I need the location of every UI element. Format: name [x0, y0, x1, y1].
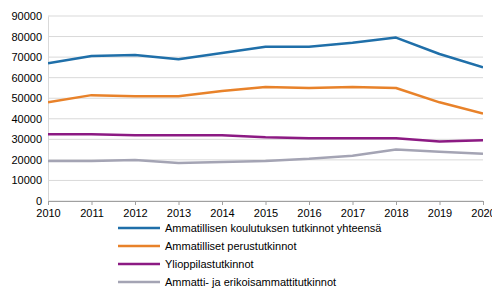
x-tick-mark — [483, 201, 484, 205]
y-tick: 50000 — [11, 92, 48, 104]
grid — [48, 16, 483, 201]
grid-line — [48, 77, 483, 78]
y-tick: 70000 — [11, 51, 48, 63]
y-tick: 80000 — [11, 31, 48, 43]
x-tick-label: 2014 — [210, 207, 234, 219]
x-tick: 2018 — [384, 201, 408, 219]
y-tick-label: 80000 — [11, 31, 42, 43]
x-tick: 2019 — [428, 201, 452, 219]
x-tick-mark — [179, 201, 180, 205]
y-tick-label: 70000 — [11, 51, 42, 63]
x-tick-label: 2019 — [428, 207, 452, 219]
grid-line — [48, 16, 483, 17]
x-tick-mark — [135, 201, 136, 205]
y-tick-label: 50000 — [11, 92, 42, 104]
x-tick-label: 2018 — [384, 207, 408, 219]
x-tick-mark — [396, 201, 397, 205]
x-tick-mark — [266, 201, 267, 205]
x-tick: 2015 — [254, 201, 278, 219]
series-line — [48, 87, 483, 114]
legend-swatch — [118, 281, 160, 284]
x-tick-label: 2010 — [36, 207, 60, 219]
y-tick: 10000 — [11, 174, 48, 186]
x-tick-mark — [353, 201, 354, 205]
legend-swatch — [118, 263, 160, 266]
y-axis: 0 10000 20000 30000 40000 50000 60000 70000 8000… — [11, 10, 48, 207]
x-tick-label: 2020 — [471, 207, 492, 219]
x-tick-label: 2017 — [341, 207, 365, 219]
y-tick-label: 90000 — [11, 10, 42, 22]
x-tick-label: 2012 — [123, 207, 147, 219]
chart: 0 10000 20000 30000 40000 50000 60000 70000 8000… — [0, 0, 492, 289]
x-tick: 2017 — [341, 201, 365, 219]
x-tick-mark — [440, 201, 441, 205]
x-tick-label: 2013 — [167, 207, 191, 219]
y-tick: 30000 — [11, 133, 48, 145]
y-tick: 40000 — [11, 113, 48, 125]
x-tick-label: 2011 — [80, 207, 104, 219]
y-tick-label: 60000 — [11, 72, 42, 84]
grid-line — [48, 36, 483, 37]
x-tick: 2013 — [167, 201, 191, 219]
x-tick: 2014 — [210, 201, 234, 219]
y-tick: 60000 — [11, 72, 48, 84]
y-tick: 90000 — [11, 10, 48, 22]
x-tick-mark — [92, 201, 93, 205]
y-tick: 0 — [36, 195, 48, 207]
x-tick: 2016 — [297, 201, 321, 219]
x-tick: 2011 — [80, 201, 104, 219]
x-axis: 2010 2011 2012 2013 2014 2015 2016 2017 2018 2019… — [36, 201, 492, 219]
legend-label: Ammatti- ja erikoisammattitutkinnot — [165, 276, 336, 288]
series-line — [48, 150, 483, 163]
grid-line — [48, 118, 483, 119]
x-tick-mark — [48, 201, 49, 205]
y-tick-label: 40000 — [11, 113, 42, 125]
x-tick-label: 2016 — [297, 207, 321, 219]
y-tick-label: 10000 — [11, 174, 42, 186]
series-line — [48, 134, 483, 141]
x-tick: 2010 — [36, 201, 60, 219]
y-tick: 20000 — [11, 154, 48, 166]
y-axis-line — [48, 17, 49, 202]
legend-swatch — [118, 227, 160, 230]
legend-label: Ylioppilastutkinnot — [165, 258, 254, 270]
y-tick-label: 30000 — [11, 133, 42, 145]
x-tick-mark — [222, 201, 223, 205]
x-tick: 2020 — [471, 201, 492, 219]
x-tick-label: 2015 — [254, 207, 278, 219]
x-tick-mark — [309, 201, 310, 205]
x-tick: 2012 — [123, 201, 147, 219]
grid-line — [48, 98, 483, 99]
legend: Ammatillisen koulutuksen tutkinnot yhtee… — [118, 222, 382, 288]
grid-line — [48, 180, 483, 181]
legend-label: Ammatilliset perustutkinnot — [165, 240, 296, 252]
legend-label: Ammatillisen koulutuksen tutkinnot yhtee… — [165, 222, 382, 234]
x-axis-line — [49, 202, 484, 206]
y-tick-label: 20000 — [11, 154, 42, 166]
legend-swatch — [118, 245, 160, 248]
series-line — [48, 38, 483, 68]
y-tick-label: 0 — [36, 195, 42, 207]
plot-area — [48, 38, 483, 163]
